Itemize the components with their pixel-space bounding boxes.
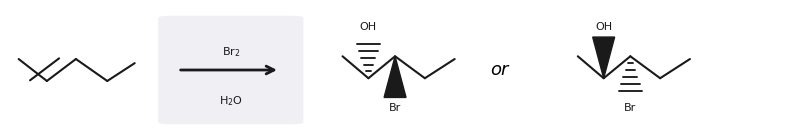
Polygon shape	[593, 37, 615, 78]
Text: Br: Br	[389, 103, 401, 113]
Text: OH: OH	[595, 22, 612, 32]
Polygon shape	[384, 56, 406, 97]
Text: H$_2$O: H$_2$O	[219, 95, 242, 108]
Text: Br: Br	[624, 103, 637, 113]
FancyBboxPatch shape	[158, 16, 303, 124]
Text: or: or	[490, 61, 508, 79]
Text: OH: OH	[360, 22, 377, 32]
Text: Br$_2$: Br$_2$	[222, 45, 240, 59]
